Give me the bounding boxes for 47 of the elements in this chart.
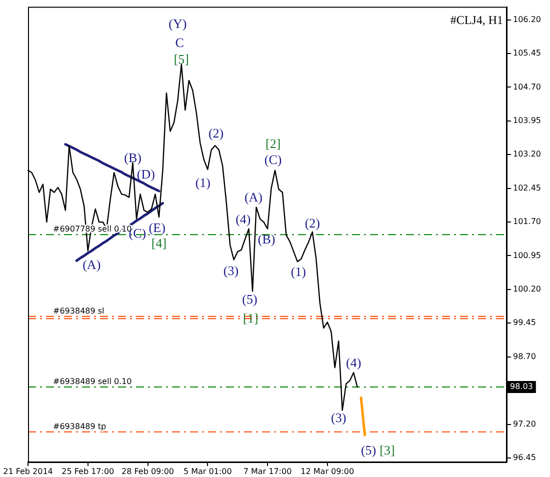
x-tick-label: 25 Feb 17:00 bbox=[62, 466, 114, 476]
annotation: (3) bbox=[331, 410, 346, 425]
annotation: 98.03 bbox=[510, 382, 533, 392]
annotation: (1) bbox=[195, 174, 211, 190]
y-tick-label: 99.45 bbox=[513, 318, 536, 328]
x-tick-label: 7 Mar 17:00 bbox=[243, 466, 292, 476]
annotation: (B) bbox=[258, 231, 276, 246]
annotation: (B) bbox=[124, 150, 142, 166]
annotation: (1) bbox=[290, 264, 306, 280]
annotation: (5) bbox=[242, 292, 258, 307]
y-tick-label: 100.95 bbox=[513, 250, 541, 260]
x-tick-label: 12 Mar 09:00 bbox=[300, 466, 354, 476]
y-tick-label: 102.45 bbox=[513, 183, 541, 192]
annotation: (5) bbox=[360, 442, 376, 458]
text: #CLJ4, H1 bbox=[450, 12, 503, 27]
y-tick-label: 96.45 bbox=[513, 453, 536, 462]
y-tick-label: 98.70 bbox=[513, 352, 536, 361]
annotation: [4] bbox=[151, 235, 167, 250]
annotation: (D) bbox=[136, 166, 155, 182]
ref-line-label: #6938489 sell 0.10 bbox=[53, 377, 132, 386]
annotation: (2) bbox=[304, 215, 320, 230]
annotation: C bbox=[175, 35, 184, 50]
x-tick-label: 5 Mar 01:00 bbox=[183, 466, 232, 476]
y-tick-label: 105.45 bbox=[513, 48, 541, 58]
y-tick-label: 100.20 bbox=[513, 284, 541, 294]
annotation: [2] bbox=[266, 136, 281, 152]
x-tick-label: 28 Feb 09:00 bbox=[122, 466, 174, 476]
annotation: (3) bbox=[223, 262, 239, 278]
annotation: (C) bbox=[264, 152, 282, 167]
annotation: (Y) bbox=[168, 16, 187, 32]
y-tick-label: 103.95 bbox=[513, 116, 541, 126]
y-tick-label: 104.70 bbox=[513, 82, 541, 92]
annotation: (2) bbox=[208, 125, 224, 140]
annotation: (A) bbox=[244, 190, 262, 205]
y-tick-label: 97.20 bbox=[513, 419, 536, 428]
y-tick-label: 101.70 bbox=[513, 217, 541, 226]
y-tick-label: 103.20 bbox=[513, 150, 541, 159]
y-tick-label: 106.20 bbox=[513, 14, 541, 24]
ref-line-label: #6938489 sl bbox=[53, 306, 104, 316]
annotation: [3] bbox=[380, 442, 395, 458]
annotation: (A) bbox=[82, 257, 101, 272]
x-tick-label: 21 Feb 2014 bbox=[3, 466, 53, 476]
annotation: (E) bbox=[148, 220, 166, 236]
ref-line-label: #6938489 tp bbox=[53, 422, 106, 431]
annotation: [5] bbox=[174, 52, 190, 67]
annotation: (4) bbox=[346, 355, 362, 370]
annotation: (4) bbox=[236, 212, 251, 227]
